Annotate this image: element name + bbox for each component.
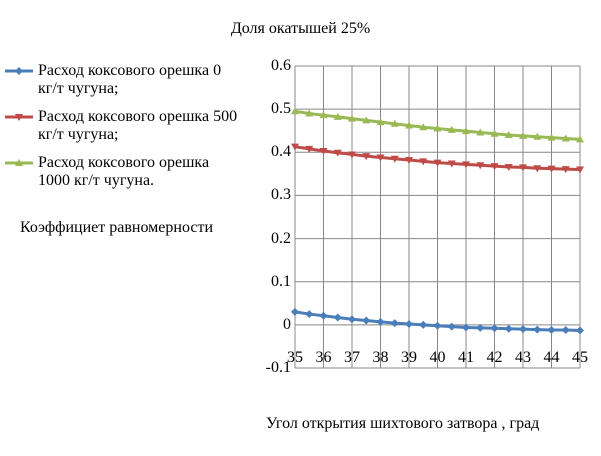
data-point	[476, 128, 485, 136]
data-point	[447, 322, 456, 331]
data-point	[519, 325, 527, 334]
legend-marker	[15, 114, 23, 121]
data-point	[390, 119, 399, 127]
data-point	[490, 163, 499, 171]
data-point	[547, 326, 556, 335]
data-point	[504, 131, 513, 139]
legend-entry: Расход коксового орешка 0 кг/т чугуна;	[38, 62, 222, 97]
x-axis-label: Угол открытия шихтового затвора , град	[266, 415, 540, 432]
y-axis-label: Коэффициет равномерности	[20, 219, 214, 236]
data-point	[291, 143, 299, 151]
data-point	[533, 165, 542, 173]
data-point	[319, 311, 328, 320]
data-point	[305, 109, 314, 117]
data-point	[390, 319, 399, 328]
data-point	[547, 133, 556, 141]
data-point	[490, 324, 499, 333]
data-point	[419, 320, 428, 329]
data-point	[447, 125, 456, 133]
x-tick-label: 44	[543, 349, 560, 366]
data-point	[561, 326, 570, 335]
y-tick-label: 0.2	[271, 229, 291, 247]
legend-entry: Расход коксового орешка 500 кг/т чугуна;	[38, 108, 238, 143]
data-point	[462, 323, 470, 332]
data-point	[447, 160, 456, 168]
data-point	[319, 147, 328, 155]
data-point	[419, 123, 428, 131]
x-tick-label: 38	[372, 349, 389, 366]
y-tick-label: -0.1	[265, 359, 291, 376]
data-point	[376, 154, 385, 162]
data-point	[305, 310, 314, 319]
x-tick-label: 36	[315, 349, 332, 366]
x-tick-label: 40	[429, 349, 446, 366]
x-tick-label: 43	[515, 349, 531, 366]
y-tick-label: 0.3	[271, 186, 291, 204]
data-point	[576, 135, 584, 143]
data-point	[390, 155, 399, 163]
data-point	[433, 321, 442, 330]
data-point	[333, 313, 342, 322]
x-tick-label: 42	[486, 349, 503, 366]
data-point	[462, 127, 470, 135]
data-point	[348, 315, 356, 324]
x-tick-label: 45	[572, 349, 588, 366]
data-point	[533, 132, 542, 140]
data-point	[462, 161, 470, 169]
data-point	[476, 162, 485, 170]
data-point	[348, 151, 356, 159]
data-point	[405, 157, 413, 165]
data-point	[504, 163, 513, 171]
data-point	[490, 129, 499, 137]
data-point	[333, 149, 342, 157]
data-point	[547, 165, 556, 173]
data-point	[504, 324, 513, 333]
data-point	[519, 164, 527, 172]
data-point	[519, 131, 527, 139]
y-tick-label: 0.4	[271, 143, 291, 161]
data-point	[561, 166, 570, 174]
y-tick-label: 0	[283, 315, 291, 333]
data-point	[291, 307, 299, 316]
data-point	[476, 323, 485, 332]
data-point	[533, 325, 542, 334]
x-tick-label: 41	[458, 349, 474, 366]
data-point	[433, 124, 442, 132]
data-point	[362, 316, 371, 325]
data-point	[576, 166, 584, 174]
data-point	[576, 326, 584, 335]
data-point	[362, 153, 371, 161]
legend-marker	[15, 159, 23, 166]
y-tick-label: 0.1	[271, 272, 291, 290]
data-point	[333, 112, 342, 120]
chart-title: Доля окатышей 25%	[230, 20, 371, 37]
data-point	[362, 116, 371, 124]
data-point	[376, 317, 385, 326]
data-point	[419, 158, 428, 166]
data-point	[405, 121, 413, 129]
data-point	[319, 111, 328, 119]
y-tick-label: 0.5	[271, 100, 291, 118]
data-point	[561, 134, 570, 142]
data-point	[433, 159, 442, 167]
data-point	[291, 107, 299, 115]
data-point	[348, 114, 356, 122]
x-tick-label: 35	[287, 349, 303, 366]
data-point	[305, 145, 314, 153]
legend-marker	[15, 67, 23, 75]
y-tick-label: 0.6	[271, 57, 291, 74]
legend-entry: Расход коксового орешка 1000 кг/т чугуна…	[38, 154, 210, 189]
data-point	[405, 319, 413, 328]
data-point	[376, 118, 385, 126]
x-tick-label: 39	[401, 349, 417, 366]
x-tick-label: 37	[344, 349, 360, 366]
